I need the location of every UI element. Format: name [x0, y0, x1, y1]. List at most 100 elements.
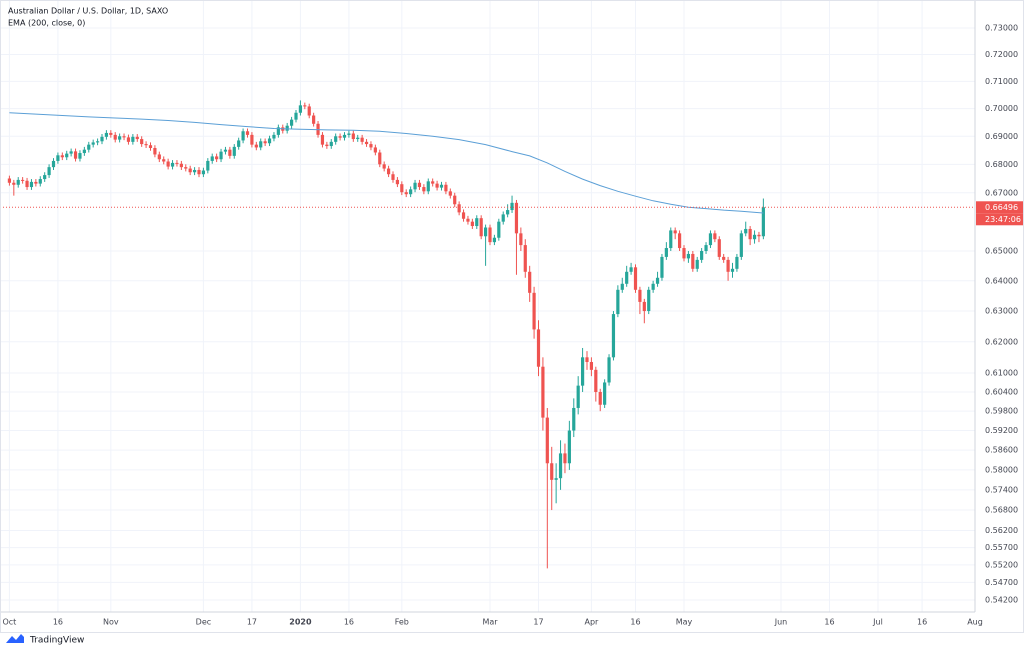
y-tick-label: 0.68000 [985, 160, 1018, 169]
candle-body [206, 160, 210, 171]
candle-body [576, 385, 580, 408]
y-tick-label: 0.59800 [985, 407, 1018, 416]
candle-body [144, 144, 148, 146]
candle-body [356, 137, 360, 140]
x-tick-label: May [676, 618, 693, 627]
candle-body [752, 234, 757, 240]
candle-body [21, 179, 25, 181]
candle-body [360, 137, 364, 142]
candle-body [78, 153, 82, 159]
y-tick-label: 0.65000 [985, 246, 1018, 255]
candle-body [267, 138, 272, 144]
candle-body [272, 134, 276, 139]
candle-body [426, 181, 430, 192]
candle-body [148, 145, 153, 149]
candle-body [69, 151, 73, 154]
candle-body [448, 191, 452, 196]
candle-body [16, 179, 20, 185]
candle-body [506, 210, 510, 215]
candle-body [334, 136, 338, 142]
candle-body [7, 178, 12, 183]
candle-body [223, 149, 228, 152]
candle-body [126, 137, 131, 142]
candle-body [616, 289, 620, 315]
candle-body [298, 105, 303, 113]
y-tick-label: 0.69000 [985, 132, 1018, 141]
x-tick-label: Jul [872, 618, 883, 627]
candle-body [607, 357, 611, 383]
candle-body [730, 268, 735, 272]
candle-body [541, 366, 545, 418]
candle-body [514, 202, 519, 234]
candle-body [651, 283, 655, 290]
candle-body [739, 233, 743, 257]
candle-body [545, 417, 549, 464]
candle-body [303, 105, 307, 107]
candle-body [704, 245, 708, 251]
candle-body [259, 141, 263, 148]
x-tick-label: 17 [533, 618, 543, 627]
candle-body [25, 180, 29, 188]
candle-body [38, 179, 42, 184]
brand-logo [6, 634, 24, 643]
y-tick-label: 0.57400 [985, 485, 1018, 494]
x-tick-label: 16 [53, 618, 63, 627]
ema-line [9, 112, 764, 214]
candle-body [51, 160, 56, 168]
y-tick-label: 0.54200 [985, 596, 1018, 605]
x-tick-label: Mar [482, 618, 498, 627]
candle-body [475, 218, 479, 227]
candle-body [673, 230, 677, 234]
y-tick-label: 0.58000 [985, 465, 1018, 474]
candle-body [210, 156, 214, 161]
candle-body [395, 179, 400, 185]
x-tick-label: Feb [395, 618, 409, 627]
candle-body [378, 152, 382, 165]
y-tick-label: 0.55700 [985, 543, 1018, 552]
candle-body [228, 149, 232, 156]
candle-body [232, 146, 236, 156]
candle-body [470, 221, 474, 227]
candle-body [73, 151, 78, 159]
x-tick-label: 2020 [289, 618, 312, 627]
candle-body [523, 245, 527, 272]
candle-body [677, 233, 682, 249]
y-tick-label: 0.59200 [985, 426, 1018, 435]
candle-body [563, 453, 567, 464]
candle-body [638, 289, 642, 302]
candle-body [65, 153, 69, 158]
candle-body [12, 182, 16, 185]
candle-body [170, 162, 175, 167]
candle-body [166, 161, 170, 167]
candle-body [435, 183, 439, 188]
candle-body [744, 228, 748, 234]
candle-body [307, 106, 311, 116]
candle-body [400, 184, 404, 193]
candle-body [386, 168, 391, 175]
candle-body [179, 163, 183, 168]
candle-body [598, 391, 602, 405]
candle-body [413, 182, 417, 190]
candle-body [625, 271, 629, 284]
candle-body [655, 277, 660, 284]
candle-body [532, 292, 536, 330]
candle-body [647, 289, 651, 312]
candle-body [87, 144, 91, 150]
candle-body [34, 181, 38, 184]
x-tick-label: Aug [967, 618, 983, 627]
y-tick-label: 0.72000 [985, 50, 1018, 59]
last-price-label: 0.66496 [985, 203, 1018, 212]
candle-body [245, 131, 250, 135]
candle-body [197, 169, 201, 175]
candle-body [422, 187, 426, 192]
candle-body [329, 141, 333, 147]
candle-body [444, 184, 448, 192]
candle-body [188, 168, 192, 173]
x-tick-label: Jun [774, 618, 788, 627]
candle-body [479, 218, 483, 237]
candle-body [620, 283, 624, 290]
candle-body [594, 369, 598, 392]
candle-body [748, 228, 752, 240]
candle-body [722, 256, 726, 260]
